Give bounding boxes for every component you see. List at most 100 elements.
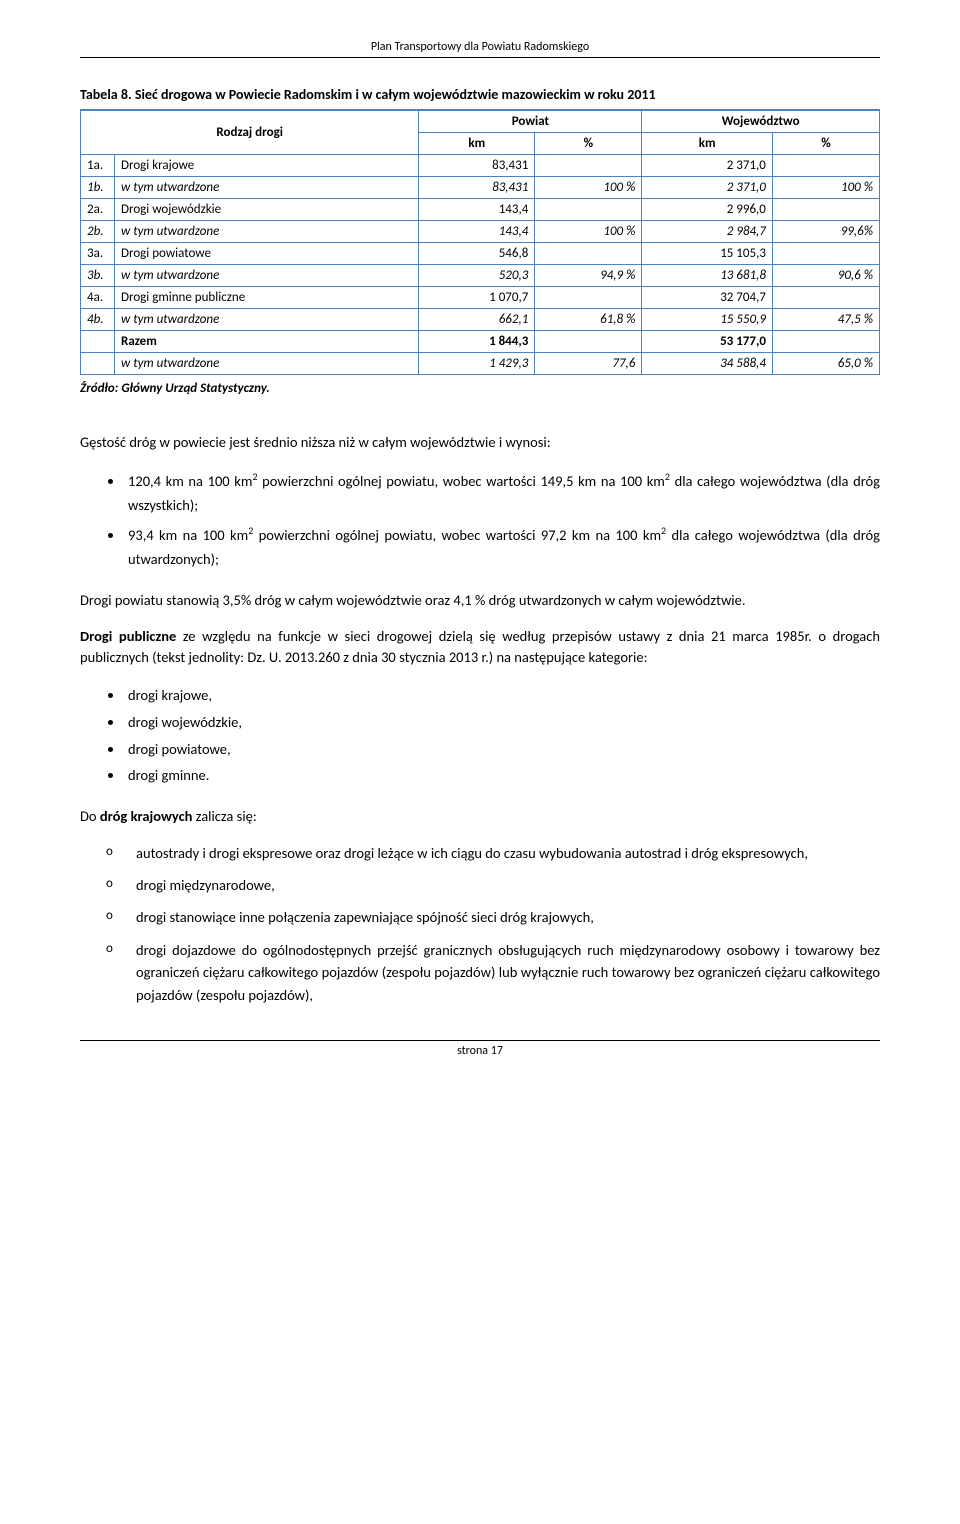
row-label: Drogi powiatowe [115, 243, 419, 265]
cell-p-pct: 61,8 % [535, 309, 642, 331]
row-code: 2b. [81, 221, 115, 243]
page-header: Plan Transportowy dla Powiatu Radomskieg… [80, 40, 880, 58]
cell-w-km: 15 550,9 [642, 309, 773, 331]
table-row: 3b.w tym utwardzone520,394,9 %13 681,890… [81, 265, 880, 287]
sub-pct-1: % [535, 133, 642, 155]
col-rodzaj: Rodzaj drogi [81, 110, 419, 155]
row-label: Drogi gminne publiczne [115, 287, 419, 309]
list-item: drogi gminne. [124, 763, 880, 788]
sub-km-1: km [419, 133, 535, 155]
table-row: w tym utwardzone1 429,377,634 588,465,0 … [81, 353, 880, 375]
cell-p-km: 1 844,3 [419, 331, 535, 353]
cell-w-km: 53 177,0 [642, 331, 773, 353]
row-label: Drogi wojewódzkie [115, 199, 419, 221]
cell-w-pct: 65,0 % [772, 353, 879, 375]
table-row: 2b.w tym utwardzone143,4100 %2 984,799,6… [81, 221, 880, 243]
list-item: autostrady i drogi ekspresowe oraz drogi… [106, 842, 880, 864]
para-krajowe-intro: Do dróg krajowych zalicza się: [80, 806, 880, 828]
list-item: drogi międzynarodowe, [106, 874, 880, 896]
cell-p-pct [535, 243, 642, 265]
row-label: w tym utwardzone [115, 309, 419, 331]
row-label: w tym utwardzone [115, 221, 419, 243]
row-code: 4b. [81, 309, 115, 331]
list-item: drogi stanowiące inne połączenia zapewni… [106, 906, 880, 928]
cell-p-km: 143,4 [419, 199, 535, 221]
cell-w-pct [772, 287, 879, 309]
cell-w-pct [772, 199, 879, 221]
list-item: drogi dojazdowe do ogólnodostępnych prze… [106, 939, 880, 1006]
cell-w-pct: 47,5 % [772, 309, 879, 331]
cell-p-pct [535, 199, 642, 221]
cell-w-pct [772, 331, 879, 353]
category-bullets: drogi krajowe,drogi wojewódzkie,drogi po… [124, 683, 880, 788]
cell-p-km: 1 070,7 [419, 287, 535, 309]
cell-p-km: 83,431 [419, 155, 535, 177]
road-network-table: Rodzaj drogi Powiat Województwo km % km … [80, 109, 880, 375]
cell-w-km: 2 371,0 [642, 177, 773, 199]
cell-w-km: 2 996,0 [642, 199, 773, 221]
cell-p-pct: 77,6 [535, 353, 642, 375]
cell-p-pct [535, 331, 642, 353]
row-label: Drogi krajowe [115, 155, 419, 177]
table-source: Źródło: Główny Urząd Statystyczny. [80, 381, 880, 396]
para-density-intro: Gęstość dróg w powiecie jest średnio niż… [80, 432, 880, 454]
cell-p-pct [535, 287, 642, 309]
col-powiat: Powiat [419, 110, 642, 133]
cell-p-km: 546,8 [419, 243, 535, 265]
table-row: 1b.w tym utwardzone83,431100 %2 371,0100… [81, 177, 880, 199]
row-label: w tym utwardzone [115, 177, 419, 199]
cell-p-pct: 100 % [535, 221, 642, 243]
col-woj: Województwo [642, 110, 880, 133]
cell-p-km: 520,3 [419, 265, 535, 287]
page-number: strona 17 [457, 1044, 503, 1058]
list-item: drogi wojewódzkie, [124, 710, 880, 735]
row-code [81, 331, 115, 353]
cell-p-pct: 94,9 % [535, 265, 642, 287]
para-public-roads: Drogi publiczne ze względu na funkcje w … [80, 626, 880, 670]
cell-w-pct: 100 % [772, 177, 879, 199]
table-caption: Tabela 8. Sieć drogowa w Powiecie Radoms… [80, 86, 880, 103]
row-code: 2a. [81, 199, 115, 221]
cell-w-km: 13 681,8 [642, 265, 773, 287]
row-label: w tym utwardzone [115, 265, 419, 287]
row-label: w tym utwardzone [115, 353, 419, 375]
krajowe-circles: autostrady i drogi ekspresowe oraz drogi… [106, 842, 880, 1007]
cell-w-pct: 90,6 % [772, 265, 879, 287]
table-row: 2a.Drogi wojewódzkie143,4 2 996,0 [81, 199, 880, 221]
cell-w-km: 2 984,7 [642, 221, 773, 243]
cell-p-km: 83,431 [419, 177, 535, 199]
table-row: 4b.w tym utwardzone662,161,8 %15 550,947… [81, 309, 880, 331]
list-item: 120,4 km na 100 km2 powierzchni ogólnej … [124, 468, 880, 518]
row-code: 3b. [81, 265, 115, 287]
table-row: 3a.Drogi powiatowe546,8 15 105,3 [81, 243, 880, 265]
row-code: 4a. [81, 287, 115, 309]
table-body: 1a.Drogi krajowe83,431 2 371,01b.w tym ut… [81, 155, 880, 375]
row-label: Razem [115, 331, 419, 353]
list-item: drogi powiatowe, [124, 737, 880, 762]
cell-w-km: 15 105,3 [642, 243, 773, 265]
table-row: 4a.Drogi gminne publiczne1 070,7 32 704,7 [81, 287, 880, 309]
table-row: Razem1 844,3 53 177,0 [81, 331, 880, 353]
para-share: Drogi powiatu stanowią 3,5% dróg w całym… [80, 590, 880, 612]
list-item: drogi krajowe, [124, 683, 880, 708]
sub-pct-2: % [772, 133, 879, 155]
table-row: 1a.Drogi krajowe83,431 2 371,0 [81, 155, 880, 177]
cell-w-km: 32 704,7 [642, 287, 773, 309]
cell-w-pct: 99,6% [772, 221, 879, 243]
cell-w-pct [772, 155, 879, 177]
density-bullets: 120,4 km na 100 km2 powierzchni ogólnej … [124, 468, 880, 572]
cell-w-km: 2 371,0 [642, 155, 773, 177]
header-title: Plan Transportowy dla Powiatu Radomskieg… [371, 40, 589, 54]
page-footer: strona 17 [80, 1040, 880, 1058]
list-item: 93,4 km na 100 km2 powierzchni ogólnej p… [124, 522, 880, 572]
cell-p-pct: 100 % [535, 177, 642, 199]
cell-w-km: 34 588,4 [642, 353, 773, 375]
cell-p-km: 1 429,3 [419, 353, 535, 375]
row-code: 3a. [81, 243, 115, 265]
row-code: 1a. [81, 155, 115, 177]
cell-p-km: 662,1 [419, 309, 535, 331]
cell-w-pct [772, 243, 879, 265]
row-code [81, 353, 115, 375]
cell-p-pct [535, 155, 642, 177]
cell-p-km: 143,4 [419, 221, 535, 243]
